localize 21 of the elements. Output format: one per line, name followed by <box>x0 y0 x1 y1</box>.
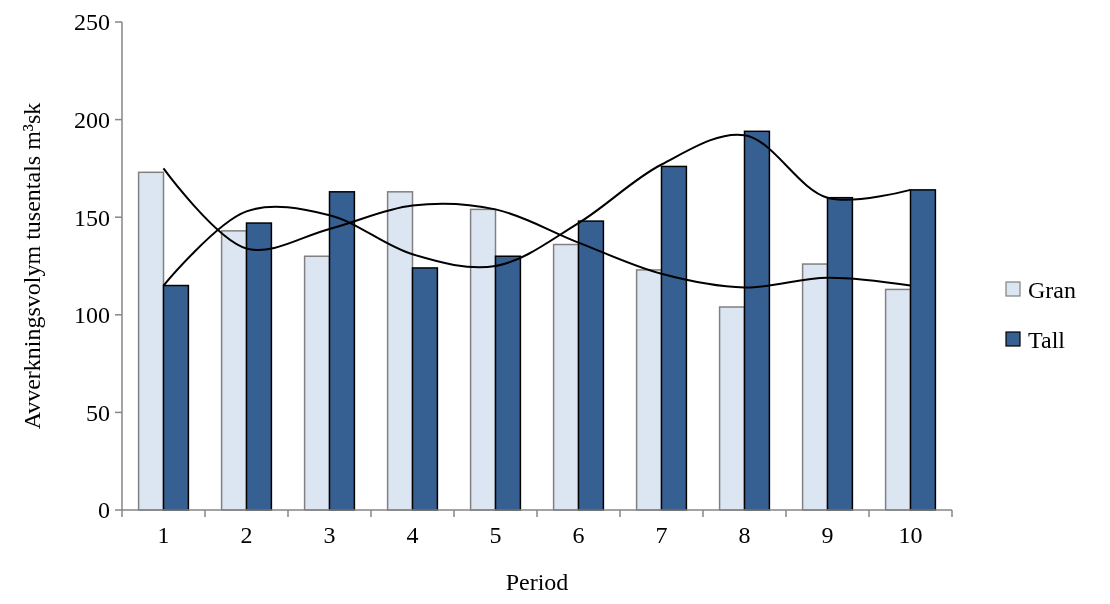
y-tick-label: 0 <box>98 497 110 524</box>
y-axis-title: Avverkningsvolym tusentals m³sk <box>19 102 45 430</box>
bar <box>411 267 439 511</box>
y-tick-label: 200 <box>74 107 110 133</box>
x-tick-label: 7 <box>655 522 668 548</box>
x-axis-title: Period <box>505 569 569 595</box>
x-tick-label: 6 <box>572 522 585 548</box>
x-tick-label: 9 <box>821 522 834 548</box>
x-tick-label: 3 <box>323 522 336 548</box>
legend-label: Tall <box>1028 327 1066 354</box>
y-tick-label: 50 <box>86 399 110 426</box>
y-tick-label: 100 <box>74 302 110 329</box>
legend-label: Gran <box>1028 277 1076 304</box>
x-tick-label: 10 <box>898 522 923 548</box>
x-tick-label: 2 <box>240 522 253 548</box>
x-tick-label: 4 <box>406 522 419 548</box>
x-tick-label: 1 <box>157 522 170 548</box>
x-tick-label: 8 <box>738 522 751 548</box>
y-tick-label: 150 <box>74 204 110 231</box>
y-tick-label: 250 <box>74 9 110 36</box>
x-tick-label: 5 <box>489 522 502 548</box>
